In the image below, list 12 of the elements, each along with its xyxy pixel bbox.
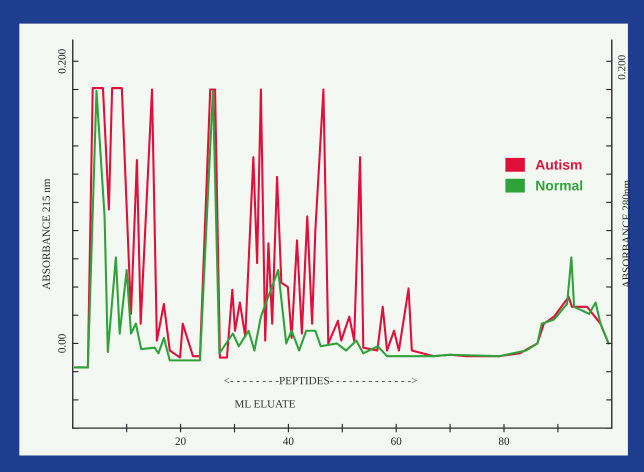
text: 0.200: [618, 55, 626, 80]
x-tick-label: 80: [498, 437, 510, 445]
legend-label: Autism: [536, 159, 582, 170]
x-tick-label: 60: [391, 437, 402, 445]
legend-label: Normal: [536, 180, 582, 190]
y-tick-label: 0.00: [58, 334, 66, 353]
annotation: <- - - - - - - -PEPTIDES- - - - - - - - - - - - ->: [224, 376, 417, 384]
x-tick-label: 40: [283, 437, 294, 445]
x-tick-label: 20: [176, 437, 186, 445]
y2-axis-title: ABSORBANCE 280nm: [622, 180, 630, 288]
y-axis-title: ABSORBANCE 215 nm: [42, 178, 50, 290]
annotation: ML ELUATE: [234, 400, 295, 408]
